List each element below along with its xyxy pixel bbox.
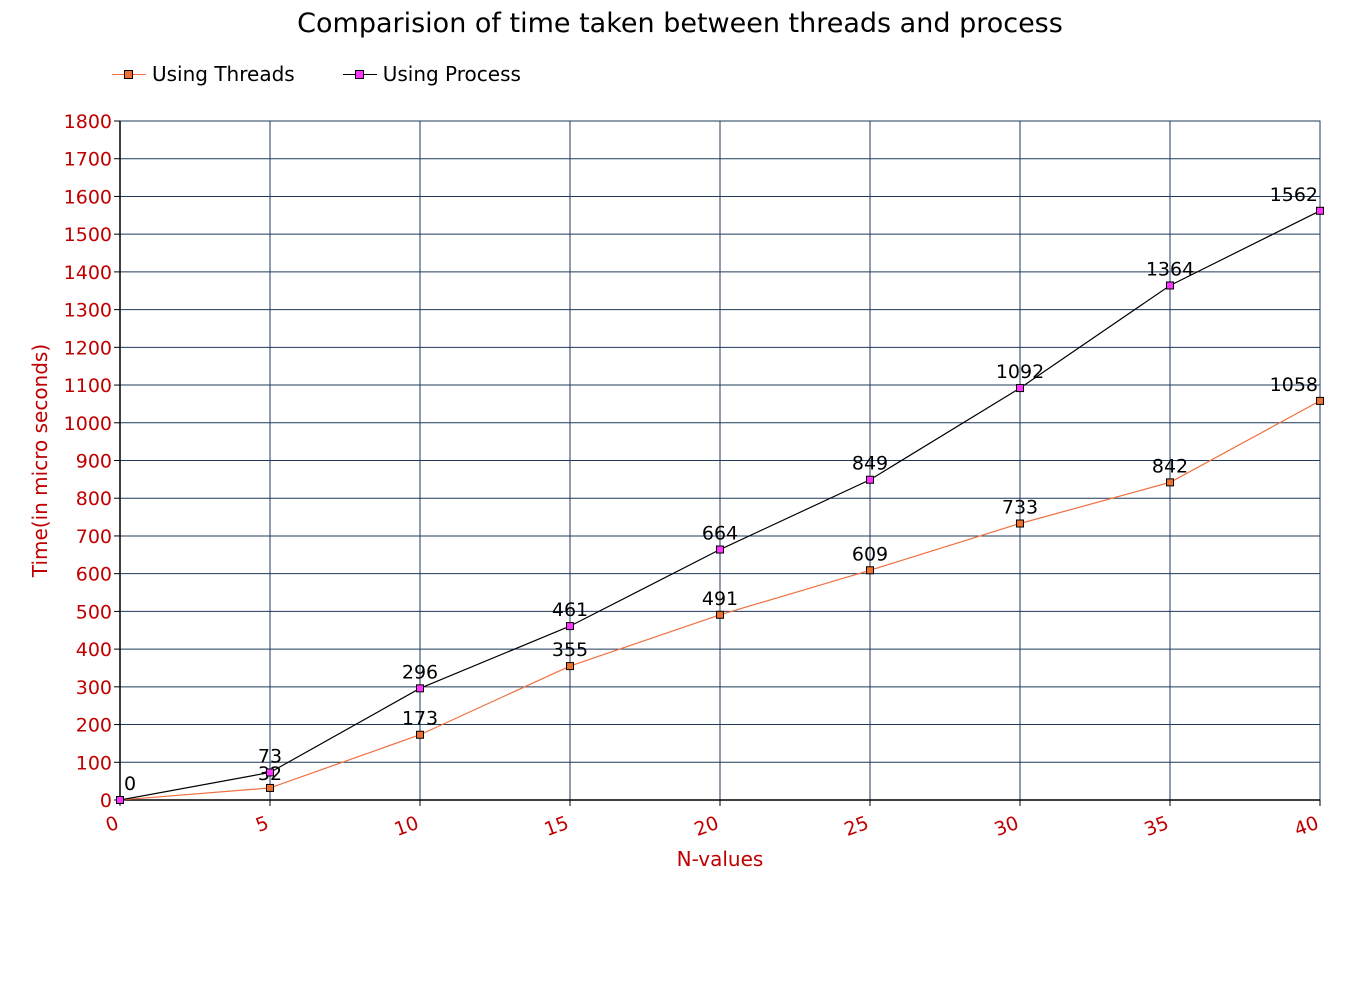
y-tick-label: 1800	[64, 111, 112, 133]
y-tick-label: 200	[76, 715, 112, 737]
data-label-process: 461	[552, 599, 588, 621]
chart-title: Comparision of time taken between thread…	[297, 8, 1063, 39]
data-label-threads: 355	[552, 639, 588, 661]
x-tick-label: 30	[991, 812, 1021, 841]
y-tick-label: 1100	[64, 375, 112, 397]
data-label-process: 1562	[1270, 184, 1318, 206]
legend: Using Threads Using Process	[112, 62, 521, 86]
data-point-threads	[1316, 396, 1324, 405]
legend-swatch-process	[342, 68, 377, 80]
y-tick-label: 600	[76, 564, 112, 586]
y-axis-label: Time(in micro seconds)	[28, 344, 52, 578]
y-tick-label: 1300	[64, 300, 112, 322]
x-tick-label: 10	[391, 812, 421, 841]
data-label-threads: 733	[1002, 496, 1038, 518]
x-tick-label: 0	[103, 812, 122, 837]
y-tick-label: 700	[76, 526, 112, 548]
data-point-threads	[1166, 478, 1174, 487]
y-tick-label: 900	[76, 451, 112, 473]
x-tick-label: 25	[841, 812, 871, 841]
y-tick-label: 0	[100, 790, 112, 812]
legend-label-threads: Using Threads	[152, 62, 295, 86]
y-tick-label: 100	[76, 752, 112, 774]
y-tick-label: 300	[76, 677, 112, 699]
data-point-process	[266, 768, 274, 777]
data-label-process: 1092	[996, 361, 1044, 383]
y-tick-label: 1700	[64, 149, 112, 171]
data-point-process	[1016, 384, 1024, 393]
x-tick-label: 35	[1141, 812, 1171, 841]
data-label-process: 1364	[1146, 258, 1194, 280]
data-label-process: 296	[402, 661, 438, 683]
data-point-process	[566, 622, 574, 631]
legend-item-threads: Using Threads	[112, 62, 295, 86]
y-tick-label: 500	[76, 601, 112, 623]
data-point-threads	[566, 662, 574, 671]
data-label-process: 73	[258, 745, 282, 767]
data-point-threads	[716, 610, 724, 619]
data-label-threads: 1058	[1270, 374, 1318, 396]
data-label-process: 849	[852, 453, 888, 475]
y-tick-label: 1400	[64, 262, 112, 284]
legend-swatch-threads	[112, 68, 146, 80]
data-point-threads	[266, 783, 274, 792]
data-point-process	[116, 796, 124, 804]
x-tick-label: 20	[691, 812, 721, 841]
legend-item-process: Using Process	[342, 62, 521, 86]
data-point-process	[866, 475, 874, 484]
x-axis-label: N-values	[677, 847, 764, 871]
y-tick-label: 1500	[64, 224, 112, 246]
data-label-threads: 609	[852, 543, 888, 565]
y-tick-label: 400	[76, 639, 112, 661]
data-label-threads: 491	[702, 588, 738, 610]
y-tick-label: 1000	[64, 413, 112, 435]
x-tick-label: 5	[253, 812, 272, 837]
y-tick-label: 1200	[64, 337, 112, 359]
x-tick-label: 40	[1291, 812, 1321, 841]
data-point-threads	[416, 730, 424, 739]
data-label-threads: 842	[1152, 455, 1188, 477]
x-tick-label: 15	[541, 812, 571, 841]
data-point-threads	[866, 566, 874, 575]
data-point-process	[1316, 206, 1324, 215]
data-point-threads	[1016, 519, 1024, 528]
data-label-process: 664	[702, 523, 738, 545]
legend-label-process: Using Process	[382, 62, 521, 86]
y-tick-label: 800	[76, 488, 112, 510]
data-label-threads: 173	[402, 708, 438, 730]
data-point-process	[1166, 281, 1174, 290]
data-point-process	[716, 545, 724, 554]
data-point-process	[416, 684, 424, 693]
data-label-threads: 0	[124, 773, 136, 795]
y-tick-label: 1600	[64, 186, 112, 208]
